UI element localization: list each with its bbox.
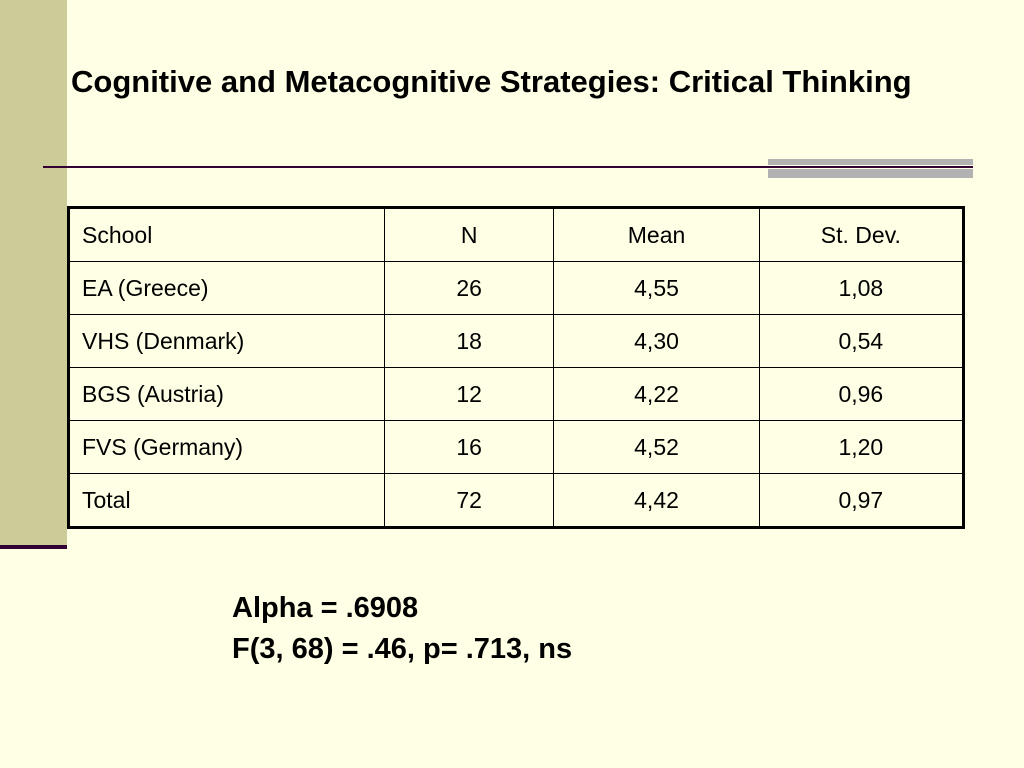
cell-school: EA (Greece) — [67, 261, 386, 315]
table-row: VHS (Denmark) 18 4,30 0,54 — [67, 314, 965, 368]
cell-st-dev: 1,08 — [758, 261, 965, 315]
table-row: FVS (Germany) 16 4,52 1,20 — [67, 420, 965, 474]
table-row-total: Total 72 4,42 0,97 — [67, 473, 965, 528]
cell-school: VHS (Denmark) — [67, 314, 386, 368]
cell-n: 16 — [384, 420, 555, 474]
results-table: School N Mean St. Dev. EA (Greece) 26 4,… — [67, 206, 965, 529]
cell-mean: 4,30 — [553, 314, 760, 368]
cell-mean: 4,22 — [553, 367, 760, 421]
cell-n: 18 — [384, 314, 555, 368]
cell-school: BGS (Austria) — [67, 367, 386, 421]
statistics-block: Alpha = .6908 F(3, 68) = .46, p= .713, n… — [232, 588, 832, 670]
title-divider — [43, 166, 973, 168]
cell-n: 26 — [384, 261, 555, 315]
header-mean: Mean — [553, 207, 760, 262]
cell-n: 72 — [384, 473, 555, 528]
accent-bar — [768, 159, 973, 179]
cell-mean: 4,42 — [553, 473, 760, 528]
left-band-rule — [0, 545, 67, 549]
table-row: EA (Greece) 26 4,55 1,08 — [67, 261, 965, 315]
cell-st-dev: 0,97 — [758, 473, 965, 528]
cell-mean: 4,52 — [553, 420, 760, 474]
header-st-dev: St. Dev. — [758, 207, 965, 262]
cell-st-dev: 1,20 — [758, 420, 965, 474]
cell-school: FVS (Germany) — [67, 420, 386, 474]
table-row: BGS (Austria) 12 4,22 0,96 — [67, 367, 965, 421]
header-school: School — [67, 207, 386, 262]
slide-title: Cognitive and Metacognitive Strategies: … — [71, 64, 912, 99]
cell-mean: 4,55 — [553, 261, 760, 315]
accent-stripe-top — [768, 159, 973, 165]
table-header-row: School N Mean St. Dev. — [67, 207, 965, 262]
left-decorative-band — [0, 0, 67, 547]
alpha-value: Alpha = .6908 — [232, 592, 419, 624]
cell-st-dev: 0,54 — [758, 314, 965, 368]
accent-stripe-bottom — [768, 169, 973, 178]
cell-st-dev: 0,96 — [758, 367, 965, 421]
f-test-result: F(3, 68) = .46, p= .713, ns — [232, 633, 573, 665]
cell-school: Total — [67, 473, 386, 528]
cell-n: 12 — [384, 367, 555, 421]
header-n: N — [384, 207, 555, 262]
